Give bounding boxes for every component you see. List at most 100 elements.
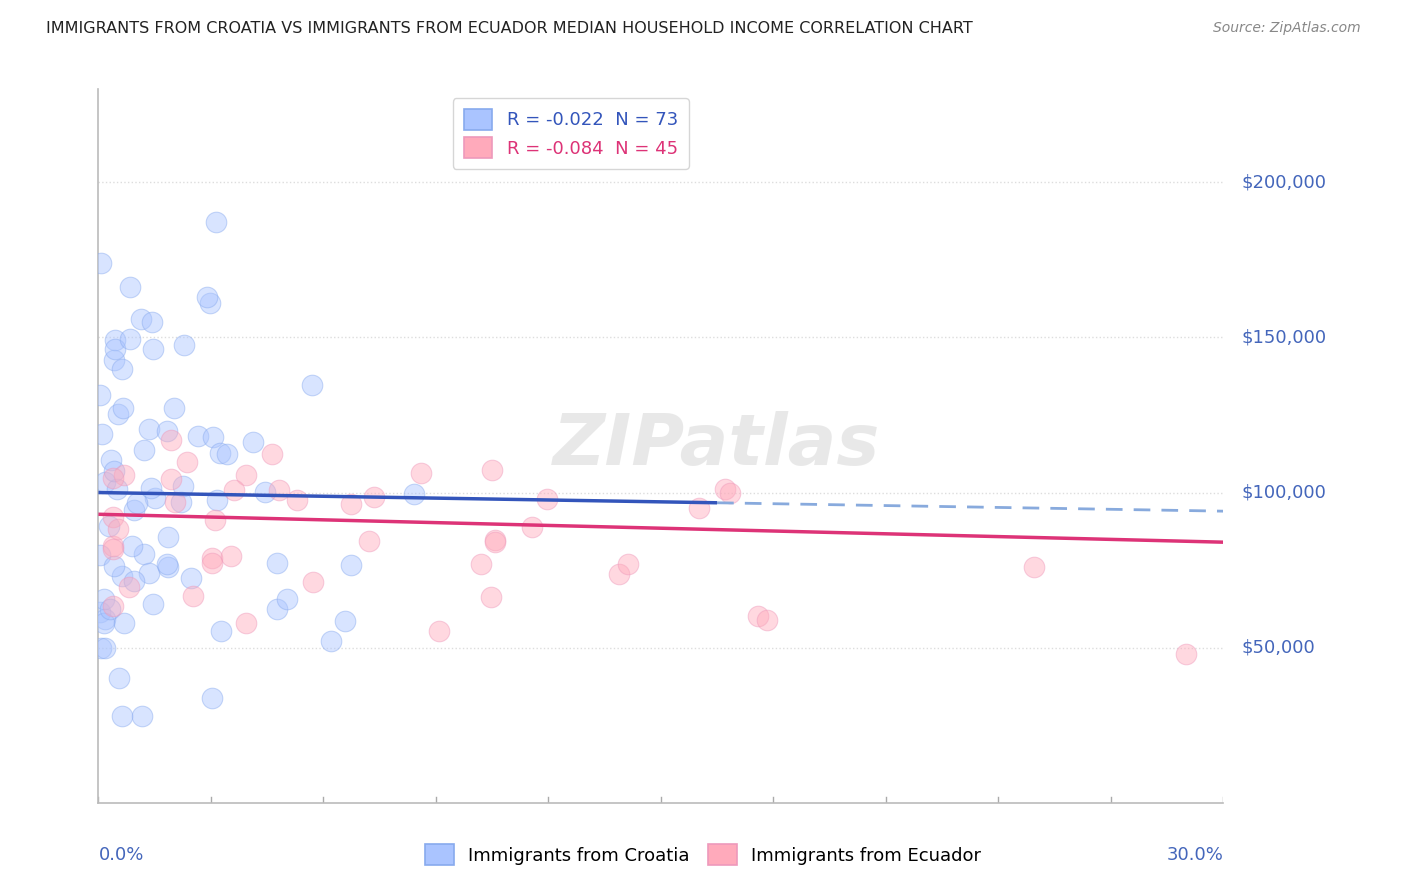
- Point: [90, 640, 112, 655]
- Point: [142, 342, 165, 356]
- Point: [195, 290, 218, 304]
- Point: [111, 709, 134, 723]
- Point: [187, 428, 209, 442]
- Text: $50,000: $50,000: [1241, 639, 1316, 657]
- Point: [138, 422, 160, 436]
- Point: [93, 591, 115, 606]
- Point: [359, 534, 381, 549]
- Point: [481, 462, 503, 476]
- Text: $100,000: $100,000: [1241, 483, 1327, 501]
- Point: [121, 539, 143, 553]
- Point: [103, 541, 125, 556]
- Point: [713, 482, 735, 496]
- Point: [340, 558, 363, 573]
- Point: [103, 510, 125, 524]
- Point: [1174, 647, 1197, 661]
- Point: [103, 558, 125, 573]
- Point: [112, 616, 135, 631]
- Point: [111, 401, 134, 415]
- Point: [402, 487, 425, 501]
- Point: [470, 557, 492, 571]
- Point: [617, 557, 640, 571]
- Point: [117, 580, 139, 594]
- Point: [100, 453, 122, 467]
- Point: [254, 485, 277, 500]
- Point: [215, 447, 238, 461]
- Point: [94, 475, 117, 489]
- Point: [120, 280, 142, 294]
- Point: [172, 479, 194, 493]
- Point: [104, 333, 127, 347]
- Point: [108, 671, 131, 685]
- Point: [173, 337, 195, 351]
- Point: [198, 296, 221, 310]
- Point: [89, 388, 111, 402]
- Point: [181, 590, 204, 604]
- Point: [201, 550, 224, 565]
- Point: [103, 539, 125, 553]
- Point: [363, 490, 385, 504]
- Point: [107, 407, 129, 421]
- Point: [222, 483, 245, 498]
- Point: [208, 446, 231, 460]
- Text: $150,000: $150,000: [1241, 328, 1327, 346]
- Point: [201, 430, 224, 444]
- Point: [242, 434, 264, 449]
- Point: [156, 557, 179, 571]
- Point: [484, 533, 506, 548]
- Point: [134, 547, 156, 561]
- Point: [302, 574, 325, 589]
- Text: IMMIGRANTS FROM CROATIA VS IMMIGRANTS FROM ECUADOR MEDIAN HOUSEHOLD INCOME CORRE: IMMIGRANTS FROM CROATIA VS IMMIGRANTS FR…: [46, 21, 973, 36]
- Point: [89, 605, 111, 619]
- Point: [201, 556, 224, 570]
- Point: [201, 690, 224, 705]
- Point: [321, 634, 343, 648]
- Point: [132, 443, 155, 458]
- Text: 0.0%: 0.0%: [98, 847, 143, 864]
- Point: [170, 495, 193, 509]
- Point: [112, 468, 135, 483]
- Point: [107, 522, 129, 536]
- Point: [103, 353, 125, 368]
- Point: [267, 483, 290, 498]
- Point: [301, 378, 323, 392]
- Point: [520, 519, 543, 533]
- Point: [93, 616, 115, 631]
- Point: [165, 495, 187, 509]
- Point: [156, 424, 179, 438]
- Point: [160, 433, 183, 447]
- Point: [180, 571, 202, 585]
- Point: [688, 500, 710, 515]
- Text: Source: ZipAtlas.com: Source: ZipAtlas.com: [1213, 21, 1361, 35]
- Text: Median Household Income: Median Household Income: [0, 326, 3, 566]
- Point: [90, 427, 112, 442]
- Point: [536, 491, 558, 506]
- Point: [90, 256, 112, 270]
- Point: [207, 493, 229, 508]
- Legend: Immigrants from Croatia, Immigrants from Ecuador: Immigrants from Croatia, Immigrants from…: [418, 837, 988, 872]
- Point: [141, 315, 163, 329]
- Point: [266, 556, 288, 570]
- Point: [122, 574, 145, 588]
- Point: [156, 559, 179, 574]
- Point: [484, 535, 506, 549]
- Point: [131, 709, 153, 723]
- Point: [97, 518, 120, 533]
- Point: [285, 492, 308, 507]
- Point: [718, 486, 741, 500]
- Point: [333, 614, 356, 628]
- Point: [94, 640, 117, 655]
- Point: [209, 624, 232, 638]
- Point: [103, 470, 125, 484]
- Text: 30.0%: 30.0%: [1167, 847, 1223, 864]
- Point: [160, 473, 183, 487]
- Point: [157, 531, 180, 545]
- Point: [111, 361, 134, 376]
- Legend: R = -0.022  N = 73, R = -0.084  N = 45: R = -0.022 N = 73, R = -0.084 N = 45: [453, 98, 689, 169]
- Point: [219, 549, 242, 563]
- Point: [163, 401, 186, 416]
- Point: [235, 616, 257, 631]
- Point: [276, 591, 298, 606]
- Point: [479, 591, 502, 605]
- Point: [204, 512, 226, 526]
